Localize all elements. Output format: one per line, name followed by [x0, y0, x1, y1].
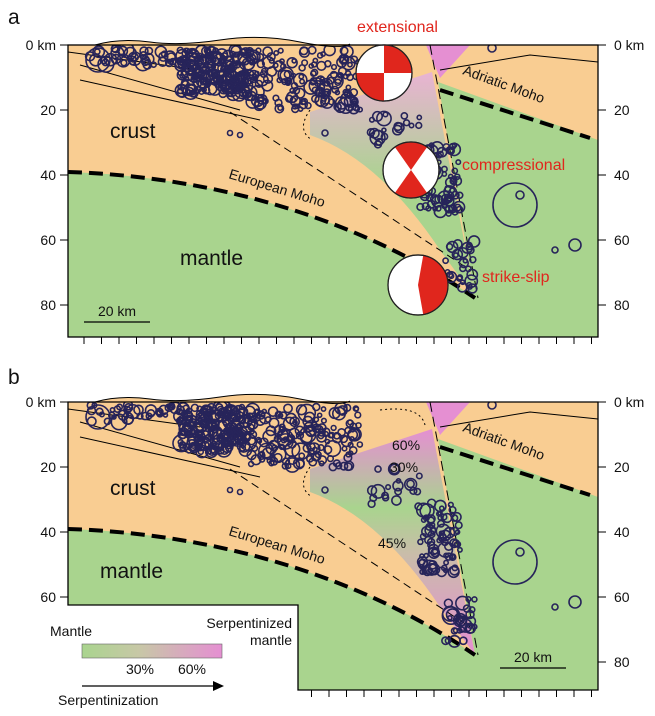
left-tick-label: 0 km	[26, 37, 56, 53]
legend-gradient	[82, 644, 222, 658]
left-tick-label: 60	[40, 589, 56, 605]
right-tick-label: 20	[614, 102, 630, 118]
right-tick-label: 80	[614, 654, 630, 670]
legend-arrowhead	[213, 681, 224, 691]
panel-a: 0 km 20 40 60 80 0 km 20 40 60 80 20 km a crust m…	[8, 6, 644, 344]
left-tick-label: 20	[40, 102, 56, 118]
left-tick-label: 80	[40, 297, 56, 313]
focal-mechanism	[383, 142, 439, 198]
legend-tick: 60%	[178, 661, 206, 677]
legend-right: Serpentinized	[206, 615, 292, 631]
left-tick-label: 40	[40, 524, 56, 540]
right-tick-label: 40	[614, 524, 630, 540]
right-tick-label: 0 km	[614, 37, 644, 53]
figure: 0 km 20 40 60 80 0 km 20 40 60 80 20 km a crust m…	[0, 0, 655, 711]
label-45: 45%	[378, 535, 406, 551]
right-tick-label: 40	[614, 167, 630, 183]
panel-label: a	[8, 6, 20, 29]
panel-label: b	[8, 366, 20, 389]
scale-label: 20 km	[98, 303, 136, 319]
right-tick-label: 80	[614, 297, 630, 313]
legend-arrow-label: Serpentinization	[58, 692, 158, 708]
right-tick-label: 60	[614, 589, 630, 605]
right-tick-label: 20	[614, 459, 630, 475]
right-tick-label: 0 km	[614, 394, 644, 410]
label-crust: crust	[110, 477, 156, 500]
legend-right: mantle	[250, 632, 292, 648]
label-extensional: extensional	[357, 19, 438, 36]
left-tick-label: 60	[40, 232, 56, 248]
label-30: 30%	[390, 459, 418, 475]
label-strike-slip: strike-slip	[482, 269, 550, 286]
scale-label: 20 km	[514, 649, 552, 665]
label-60: 60%	[392, 437, 420, 453]
label-mantle: mantle	[100, 560, 163, 583]
left-tick-label: 20	[40, 459, 56, 475]
right-tick-label: 60	[614, 232, 630, 248]
label-mantle: mantle	[180, 247, 243, 270]
panel-b: 0 km 20 40 60 0 km 20 40 60 80 20 km b crust man…	[8, 366, 644, 708]
label-compressional: compressional	[462, 157, 565, 174]
focal-mechanism	[388, 255, 448, 315]
left-tick-label: 40	[40, 167, 56, 183]
legend-left: Mantle	[50, 623, 92, 639]
left-tick-label: 0 km	[26, 394, 56, 410]
label-crust: crust	[110, 120, 156, 143]
legend-tick: 30%	[126, 661, 154, 677]
